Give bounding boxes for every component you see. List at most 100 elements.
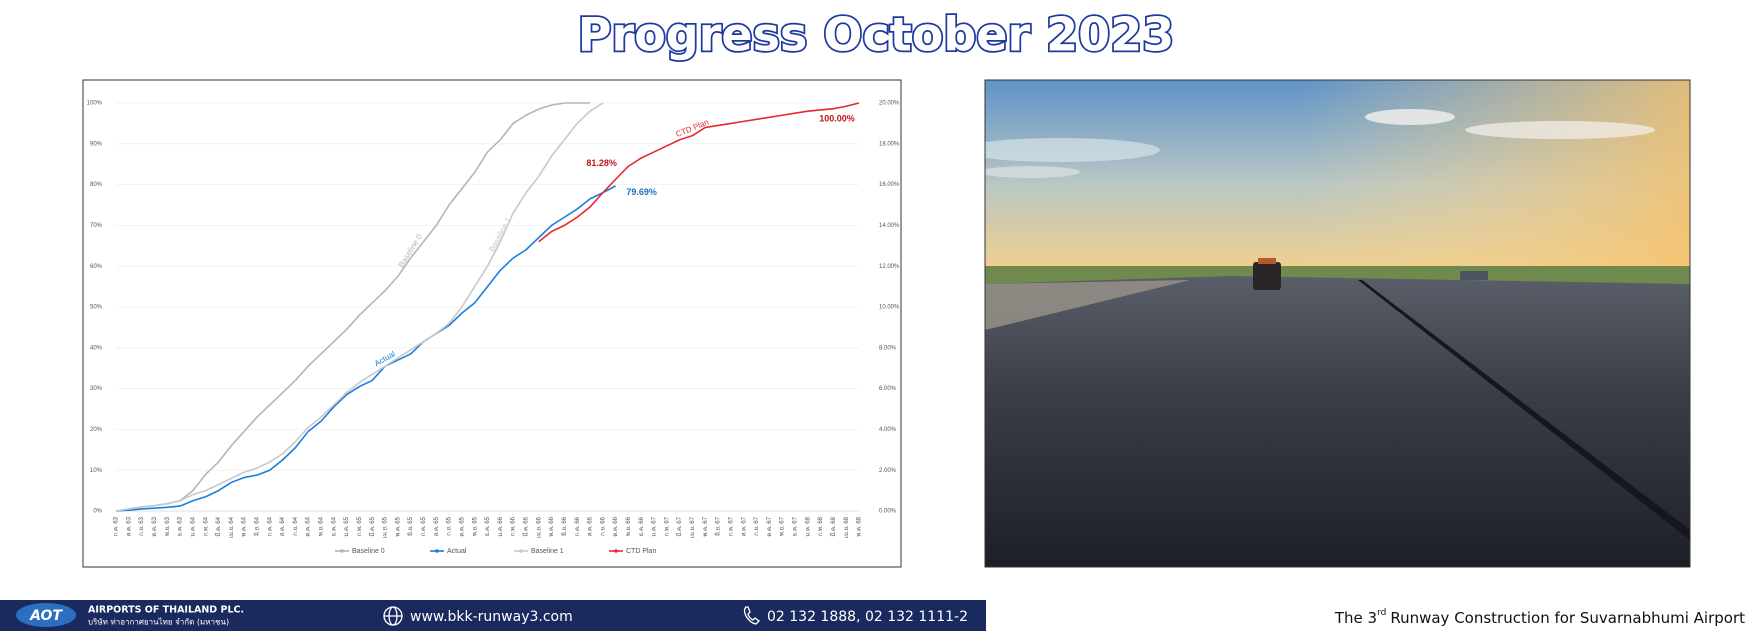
x-tick-label: ส.ค. 66 — [587, 516, 594, 536]
tagline-start: The 3 — [1334, 609, 1377, 627]
x-tick-label: มี.ค. 64 — [214, 516, 222, 536]
x-tick-label: ก.พ. 68 — [817, 516, 824, 536]
runway-photo — [985, 80, 1690, 567]
x-tick-label: พ.ย. 65 — [471, 516, 478, 536]
x-tick-label: มี.ค. 65 — [368, 516, 376, 536]
x-tick-label: ม.ค. 66 — [498, 516, 504, 536]
chart: 0% 10% 20% 30% 40% 50% 60% 70% 80% 90% 100% 0.00% 2.… — [87, 101, 900, 555]
x-tick-label: ก.ย. 65 — [447, 516, 453, 535]
series-line — [115, 185, 616, 512]
y-tick-label: 90% — [90, 141, 103, 147]
legend-label: Baseline 1 — [531, 548, 564, 555]
x-tick-label: พ.ย. 63 — [164, 516, 171, 536]
x-tick-label: พ.ย. 67 — [779, 516, 786, 536]
x-tick-label: ต.ค. 65 — [459, 516, 465, 536]
y-tick-label: 40% — [90, 345, 103, 351]
x-tick-label: ส.ค. 65 — [433, 516, 440, 536]
company-thai: บริษัท ท่าอากาศยานไทย จำกัด (มหาชน) — [88, 618, 229, 627]
y-tick-label: 80% — [90, 182, 103, 188]
data-label: 79.69% — [626, 187, 657, 197]
x-tick-label: ต.ค. 66 — [613, 516, 619, 536]
x-tick-label: มี.ค. 66 — [522, 516, 530, 536]
x-tick-label: ธ.ค. 67 — [792, 516, 799, 536]
x-tick-label: ก.ย. 63 — [139, 516, 145, 535]
phone: 02 132 1888, 02 132 1111-2 — [767, 609, 968, 625]
x-tick-label: ม.ค. 64 — [190, 516, 196, 536]
x-tick-label: ก.ย. 64 — [293, 516, 299, 535]
x-tick-label: ก.พ. 65 — [356, 516, 363, 536]
website: www.bkk-runway3.com — [410, 609, 573, 625]
x-tick-label: พ.ค. 64 — [241, 516, 248, 536]
globe-icon — [383, 606, 403, 626]
x-tick-label: ม.ค. 65 — [344, 516, 350, 536]
page-title: Progress October 2023 — [578, 8, 1174, 62]
data-label: 100.00% — [819, 113, 855, 123]
tagline-sup: rd — [1377, 608, 1386, 618]
legend-dot — [614, 549, 618, 553]
x-tick-label: ม.ค. 68 — [805, 516, 811, 536]
footer-bar — [0, 600, 986, 631]
x-tick-label: ก.ย. 67 — [754, 516, 760, 535]
x-tick-label: เม.ย. 67 — [690, 516, 696, 538]
x-tick-label: เม.ย. 65 — [383, 516, 389, 538]
x-tick-label: ธ.ค. 63 — [177, 516, 184, 536]
x-tick-label: ต.ค. 64 — [306, 516, 312, 536]
x-tick-label: มี.ค. 68 — [829, 516, 837, 536]
x-tick-label: มิ.ย. 64 — [253, 516, 260, 536]
legend-dot — [435, 549, 439, 553]
y-tick-label: 60% — [90, 264, 103, 270]
y2-tick-label: 0.00% — [879, 509, 897, 515]
legend-label: Baseline 0 — [352, 548, 385, 555]
x-tick-label: พ.ย. 64 — [318, 516, 325, 536]
y2-tick-label: 20.00% — [879, 101, 900, 107]
photo-frame — [984, 79, 1691, 568]
x-tick-label: ก.พ. 67 — [663, 516, 670, 536]
x-tick-label: พ.ค. 67 — [702, 516, 709, 536]
legend-dot — [340, 549, 344, 553]
chart-frame — [82, 79, 902, 568]
y2-tick-label: 6.00% — [879, 386, 897, 392]
x-tick-label: ก.ย. 66 — [600, 516, 606, 535]
x-tick-label: ส.ค. 63 — [125, 516, 132, 536]
company-name: AIRPORTS OF THAILAND PLC. — [88, 605, 244, 616]
legend-label: Actual — [447, 548, 467, 555]
y-tick-label: 100% — [87, 101, 103, 107]
y2-tick-label: 2.00% — [879, 468, 897, 474]
x-tick-label: ส.ค. 67 — [740, 516, 747, 536]
y-tick-label: 50% — [90, 305, 103, 311]
x-tick-label: เม.ย. 66 — [536, 516, 542, 538]
x-tick-label: ก.พ. 64 — [202, 516, 209, 536]
x-tick-label: เม.ย. 68 — [844, 516, 850, 538]
legend-label: CTD Plan — [626, 548, 656, 555]
x-tick-label: ส.ค. 64 — [279, 516, 286, 536]
x-tick-label: ต.ค. 67 — [767, 516, 773, 536]
x-tick-label: ก.พ. 66 — [510, 516, 517, 536]
series-line — [538, 102, 860, 243]
y-tick-label: 20% — [90, 427, 103, 433]
x-tick-label: พ.ค. 66 — [548, 516, 555, 536]
x-tick-label: ก.ค. 65 — [421, 516, 427, 536]
y2-tick-label: 8.00% — [879, 345, 897, 351]
tagline-end: Runway Construction for Suvarnabhumi Air… — [1390, 609, 1745, 627]
y2-tick-label: 10.00% — [879, 305, 900, 311]
x-tick-label: มี.ค. 67 — [675, 516, 683, 536]
legend-dot — [519, 549, 523, 553]
y-tick-label: 70% — [90, 223, 103, 229]
x-tick-label: เม.ย. 64 — [229, 516, 235, 538]
x-tick-label: พ.ค. 68 — [856, 516, 863, 536]
x-tick-label: ธ.ค. 65 — [484, 516, 491, 536]
series-line — [115, 102, 590, 512]
x-tick-label: ธ.ค. 64 — [330, 516, 337, 536]
x-tick-label: ก.ค. 63 — [114, 516, 120, 536]
y-tick-label: 30% — [90, 386, 103, 392]
x-tick-label: มิ.ย. 66 — [561, 516, 568, 536]
tagline: The 3rd Runway Construction for Suvarnabh… — [1334, 608, 1745, 627]
logo-text: AOT — [29, 608, 63, 624]
x-tick-label: ต.ค. 63 — [152, 516, 158, 536]
y2-tick-label: 12.00% — [879, 264, 900, 270]
y2-tick-label: 18.00% — [879, 141, 900, 147]
data-label: 81.28% — [586, 158, 617, 168]
x-tick-label: พ.ค. 65 — [394, 516, 401, 536]
y2-tick-label: 14.00% — [879, 223, 900, 229]
